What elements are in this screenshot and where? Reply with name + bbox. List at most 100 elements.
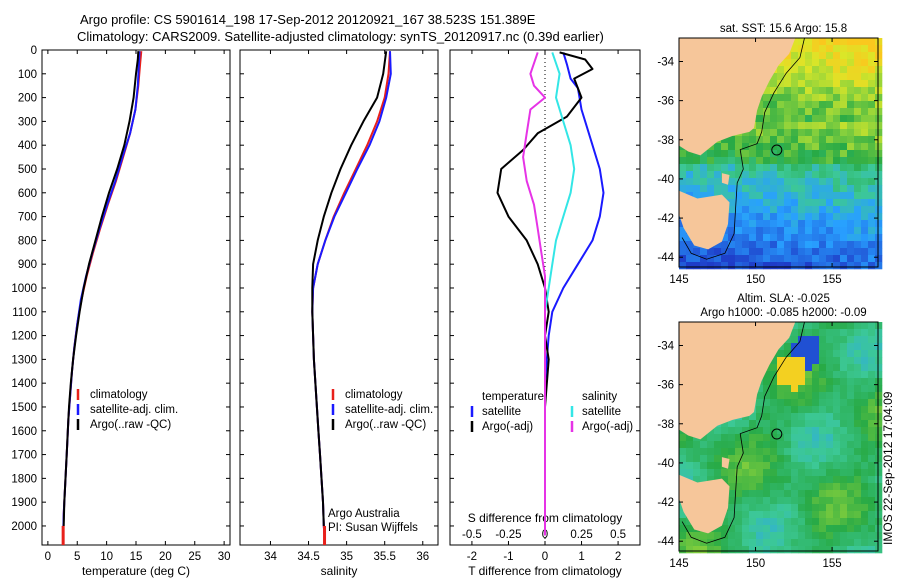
field-cell [819, 336, 827, 344]
field-cell [854, 241, 862, 249]
x-tick-label: 5 [74, 551, 80, 563]
field-cell [742, 532, 750, 540]
field-cell [847, 399, 855, 407]
field-cell [791, 178, 799, 186]
field-cell [812, 262, 820, 270]
field-cell [735, 497, 743, 505]
field-cell [798, 66, 806, 74]
legend-label: climatology [90, 389, 148, 401]
latitude-tick-label: -44 [657, 536, 674, 548]
field-cell [784, 399, 792, 407]
field-cell [749, 178, 757, 186]
x-tick-label: -2 [467, 551, 477, 563]
field-cell [749, 490, 757, 498]
field-cell [854, 234, 862, 242]
field-cell [840, 87, 848, 95]
field-cell [721, 185, 729, 193]
field-cell [763, 455, 771, 463]
field-cell [798, 336, 806, 344]
field-cell [819, 234, 827, 242]
field-cell [791, 80, 799, 88]
field-cell [777, 227, 785, 235]
field-cell [791, 378, 799, 386]
field-cell [700, 171, 708, 179]
field-cell [728, 504, 736, 512]
field-cell [749, 469, 757, 477]
field-cell [784, 80, 792, 88]
field-cell [679, 227, 687, 235]
field-cell [735, 483, 743, 491]
field-cell [805, 364, 813, 372]
field-cell [854, 476, 862, 484]
field-cell [700, 462, 708, 470]
field-cell [812, 518, 820, 526]
plot-frame [239, 49, 439, 546]
field-cell [847, 94, 855, 102]
field-cell [805, 343, 813, 351]
field-cell [791, 490, 799, 498]
field-cell [861, 322, 869, 330]
field-cell [833, 129, 841, 137]
field-cell [847, 213, 855, 221]
field-cell [840, 504, 848, 512]
field-cell [812, 220, 820, 228]
field-cell [840, 539, 848, 547]
field-cell [819, 143, 827, 151]
field-cell [770, 497, 778, 505]
field-cell [798, 80, 806, 88]
field-cell [854, 455, 862, 463]
field-cell [791, 157, 799, 165]
field-cell [854, 255, 862, 263]
field-cell [833, 157, 841, 165]
field-cell [875, 157, 883, 165]
field-cell [875, 171, 883, 179]
field-cell [798, 497, 806, 505]
field-cell [861, 150, 869, 158]
field-cell [854, 413, 862, 421]
field-cell [868, 38, 876, 46]
field-cell [840, 234, 848, 242]
field-cell [833, 122, 841, 130]
field-cell [693, 192, 701, 200]
field-cell [854, 497, 862, 505]
field-cell [791, 532, 799, 540]
field-cell [742, 157, 750, 165]
field-cell [805, 392, 813, 400]
field-cell [847, 262, 855, 270]
field-cell [833, 234, 841, 242]
field-cell [854, 213, 862, 221]
field-cell [749, 462, 757, 470]
field-cell [784, 490, 792, 498]
field-cell [784, 469, 792, 477]
field-cell [819, 52, 827, 60]
field-cell [833, 518, 841, 526]
field-cell [693, 262, 701, 270]
field-cell [770, 136, 778, 144]
field-cell [875, 220, 883, 228]
field-cell [721, 434, 729, 442]
field-cell [833, 164, 841, 172]
field-cell [798, 206, 806, 214]
field-cell [756, 525, 764, 533]
field-cell [868, 434, 876, 442]
field-cell [840, 329, 848, 337]
field-cell [735, 227, 743, 235]
field-cell [749, 532, 757, 540]
latitude-tick-label: -38 [657, 419, 674, 431]
field-cell [714, 178, 722, 186]
field-cell [770, 220, 778, 228]
field-cell [875, 490, 883, 498]
field-cell [742, 511, 750, 519]
field-cell [805, 171, 813, 179]
field-cell [784, 525, 792, 533]
field-cell [861, 94, 869, 102]
field-cell [756, 448, 764, 456]
field-cell [847, 476, 855, 484]
field-cell [854, 525, 862, 533]
field-cell [840, 490, 848, 498]
field-cell [735, 532, 743, 540]
field-cell [805, 532, 813, 540]
field-cell [812, 546, 820, 554]
field-cell [833, 364, 841, 372]
